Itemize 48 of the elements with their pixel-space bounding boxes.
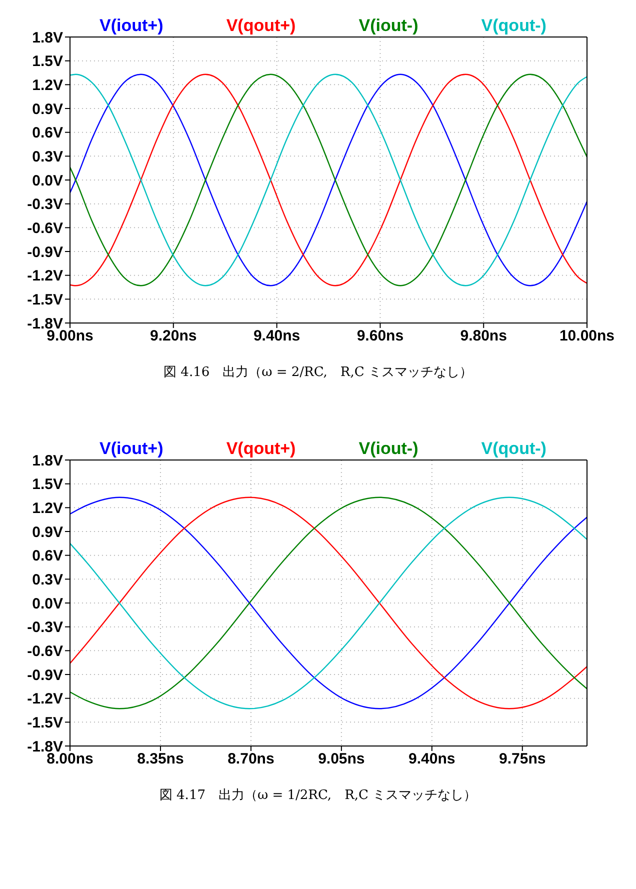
y-tick-label: 0.3V (32, 571, 63, 588)
y-tick-label: -1.2V (27, 268, 63, 285)
x-tick-label: 8.00ns (46, 750, 94, 768)
y-tick-label: 0.9V (32, 100, 63, 118)
x-tick-label: 8.70ns (228, 750, 274, 768)
x-tick-label: 9.40ns (408, 750, 456, 768)
text: V(iout+) (100, 16, 164, 36)
x-tick-label: 9.75ns (499, 750, 546, 768)
text: V(qout+) (226, 16, 296, 36)
y-tick-label: 0.6V (32, 124, 63, 142)
text: V(qout-) (481, 16, 546, 36)
y-tick-label: -0.6V (27, 642, 63, 660)
y-tick-label: -1.2V (27, 690, 63, 708)
text: V(iout-) (358, 16, 418, 36)
y-tick-label: 1.5V (32, 53, 63, 70)
text: V(qout-) (481, 439, 546, 459)
x-tick-label: 9.40ns (253, 328, 300, 345)
text: V(iout-) (358, 439, 418, 459)
y-tick-label: -1.5V (27, 291, 63, 308)
x-tick-label: 9.80ns (460, 328, 507, 345)
line-series (70, 74, 587, 286)
text: V(qout+) (226, 439, 296, 459)
y-tick-label: 0.0V (32, 172, 63, 190)
y-tick-label: -0.3V (27, 196, 63, 214)
y-tick-label: 1.8V (32, 452, 63, 470)
x-tick-label: 9.60ns (356, 328, 404, 345)
y-tick-label: 1.5V (32, 476, 63, 494)
y-tick-label: 1.2V (32, 500, 63, 517)
caption: 図 4.17 出力（ω = 1/2RC, R,C ミスマッチなし） (158, 787, 478, 804)
y-tick-label: 0.6V (32, 548, 63, 565)
y-tick-label: -0.6V (27, 220, 63, 237)
x-tick-label: 9.00ns (46, 328, 94, 345)
y-tick-label: 0.9V (32, 524, 63, 541)
text: V(iout+) (100, 439, 164, 459)
x-tick-label: 10.00ns (559, 328, 615, 345)
y-tick-label: 1.2V (32, 76, 63, 94)
x-tick-label: 8.35ns (137, 750, 184, 768)
x-tick-label: 9.20ns (150, 328, 197, 345)
y-tick-label: -0.3V (27, 619, 63, 636)
y-tick-label: -0.9V (27, 666, 63, 684)
line-series (70, 496, 587, 710)
y-tick-label: 0.0V (32, 595, 63, 612)
y-tick-label: 0.3V (32, 148, 63, 166)
x-tick-label: 9.05ns (318, 750, 365, 768)
y-tick-label: 1.8V (32, 29, 63, 46)
caption: 図 4.16 出力（ω = 2/RC, R,C ミスマッチなし） (162, 364, 474, 381)
y-tick-label: -0.9V (27, 244, 63, 261)
y-tick-label: -1.5V (27, 714, 63, 732)
